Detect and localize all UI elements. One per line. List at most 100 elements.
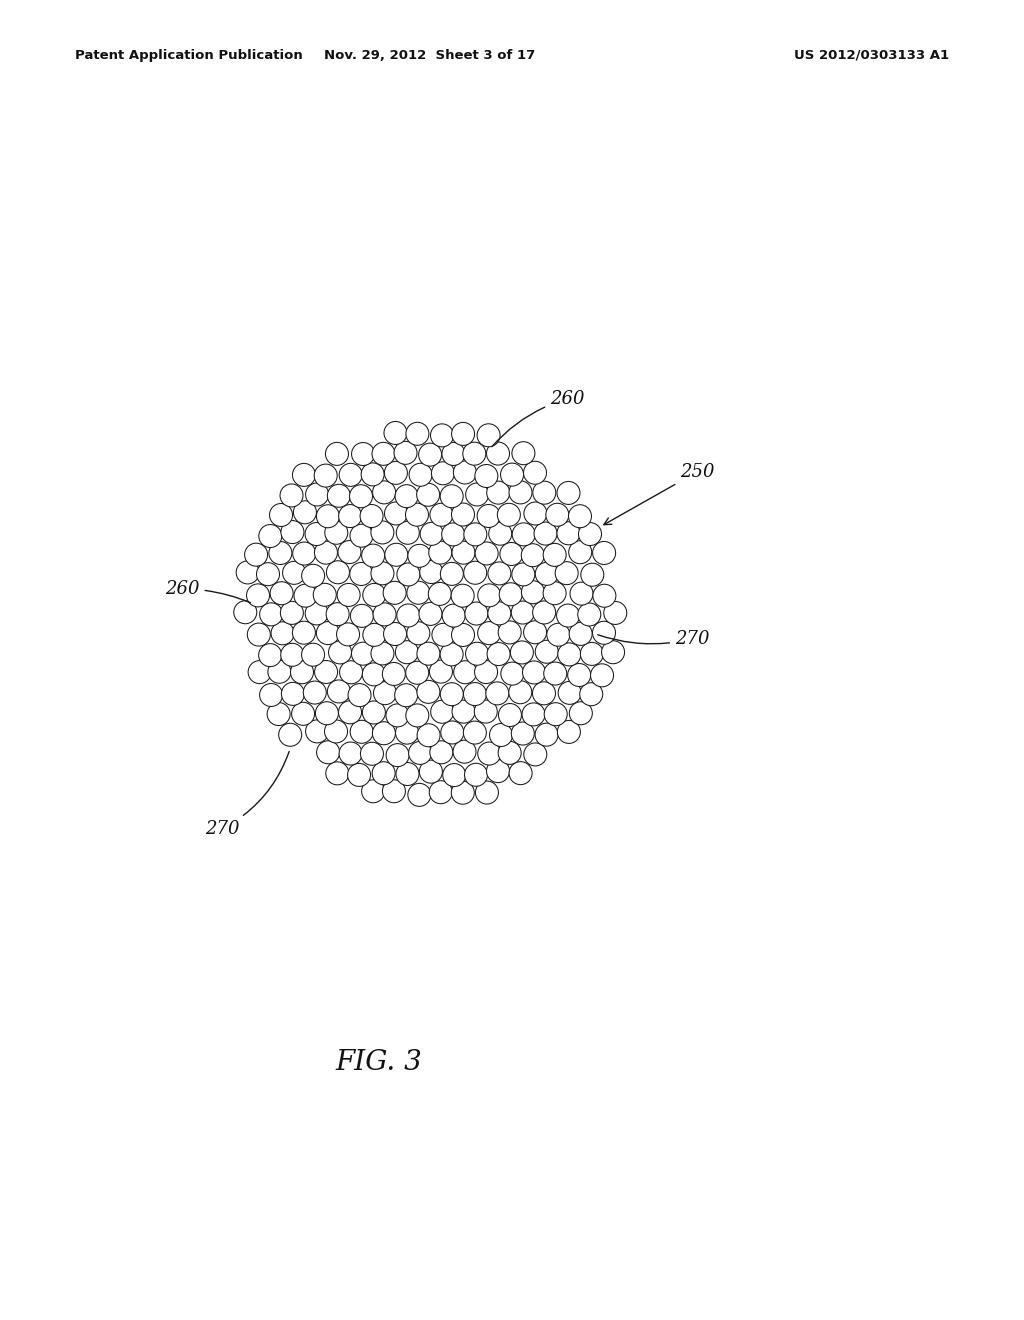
Circle shape [360, 742, 383, 766]
Circle shape [452, 541, 475, 564]
Circle shape [339, 742, 362, 766]
Circle shape [440, 643, 463, 665]
Circle shape [511, 722, 535, 744]
Circle shape [291, 661, 313, 684]
Circle shape [428, 582, 452, 606]
Text: 260: 260 [492, 389, 585, 446]
Circle shape [521, 581, 545, 603]
Circle shape [301, 643, 325, 667]
Circle shape [463, 721, 486, 744]
Circle shape [340, 661, 362, 684]
Circle shape [535, 523, 557, 545]
Circle shape [593, 585, 615, 607]
Circle shape [522, 702, 545, 726]
Circle shape [351, 442, 375, 466]
Circle shape [536, 640, 558, 663]
Circle shape [316, 741, 340, 764]
Circle shape [558, 681, 582, 705]
Circle shape [509, 762, 532, 784]
Circle shape [465, 602, 487, 626]
Circle shape [453, 741, 476, 763]
Circle shape [543, 544, 566, 566]
Circle shape [326, 442, 348, 466]
Circle shape [487, 602, 511, 624]
Circle shape [394, 684, 418, 706]
Circle shape [442, 605, 465, 627]
Circle shape [350, 524, 373, 548]
Circle shape [489, 723, 513, 747]
Circle shape [429, 660, 453, 682]
Circle shape [360, 504, 383, 528]
Circle shape [386, 743, 410, 767]
Circle shape [339, 463, 362, 486]
Circle shape [486, 759, 510, 783]
Circle shape [463, 442, 485, 465]
Circle shape [303, 681, 327, 704]
Circle shape [293, 463, 315, 486]
Circle shape [395, 484, 418, 508]
Circle shape [465, 763, 487, 787]
Circle shape [464, 682, 486, 706]
Circle shape [420, 523, 443, 545]
Circle shape [555, 561, 579, 585]
Circle shape [420, 760, 442, 783]
Text: FIG. 3: FIG. 3 [336, 1049, 422, 1076]
Circle shape [338, 541, 361, 564]
Circle shape [374, 681, 396, 705]
Circle shape [316, 622, 339, 644]
Circle shape [591, 664, 613, 686]
Circle shape [419, 602, 442, 626]
Circle shape [314, 465, 337, 487]
Circle shape [604, 602, 627, 624]
Circle shape [382, 663, 406, 685]
Circle shape [499, 620, 521, 644]
Circle shape [362, 583, 386, 606]
Text: 270: 270 [205, 751, 289, 838]
Circle shape [280, 484, 303, 507]
Circle shape [570, 582, 593, 605]
Circle shape [293, 543, 315, 565]
Circle shape [384, 502, 408, 525]
Circle shape [305, 523, 328, 545]
Circle shape [521, 544, 545, 566]
Circle shape [362, 623, 386, 647]
Circle shape [557, 605, 580, 627]
Circle shape [395, 640, 419, 664]
Circle shape [245, 543, 267, 566]
Circle shape [327, 561, 349, 583]
Circle shape [247, 583, 269, 607]
Circle shape [498, 503, 520, 527]
Circle shape [486, 442, 510, 465]
Circle shape [325, 719, 347, 743]
Circle shape [442, 763, 466, 787]
Circle shape [268, 660, 291, 684]
Circle shape [371, 642, 394, 665]
Circle shape [432, 623, 455, 647]
Circle shape [464, 523, 486, 546]
Circle shape [348, 684, 371, 706]
Circle shape [509, 681, 531, 704]
Circle shape [397, 562, 420, 586]
Circle shape [501, 663, 524, 685]
Circle shape [466, 483, 488, 506]
Circle shape [512, 442, 535, 465]
Circle shape [420, 561, 442, 583]
Circle shape [430, 503, 453, 527]
Circle shape [547, 623, 569, 647]
Circle shape [408, 783, 431, 807]
Circle shape [431, 462, 455, 484]
Circle shape [373, 480, 395, 504]
Circle shape [431, 700, 454, 723]
Circle shape [419, 444, 441, 466]
Circle shape [523, 620, 547, 644]
Circle shape [452, 781, 474, 804]
Circle shape [386, 704, 409, 727]
Circle shape [314, 541, 338, 564]
Circle shape [406, 661, 429, 684]
Circle shape [488, 523, 512, 545]
Circle shape [487, 562, 511, 585]
Circle shape [477, 424, 500, 446]
Circle shape [543, 582, 566, 605]
Circle shape [394, 441, 417, 465]
Circle shape [578, 603, 601, 626]
